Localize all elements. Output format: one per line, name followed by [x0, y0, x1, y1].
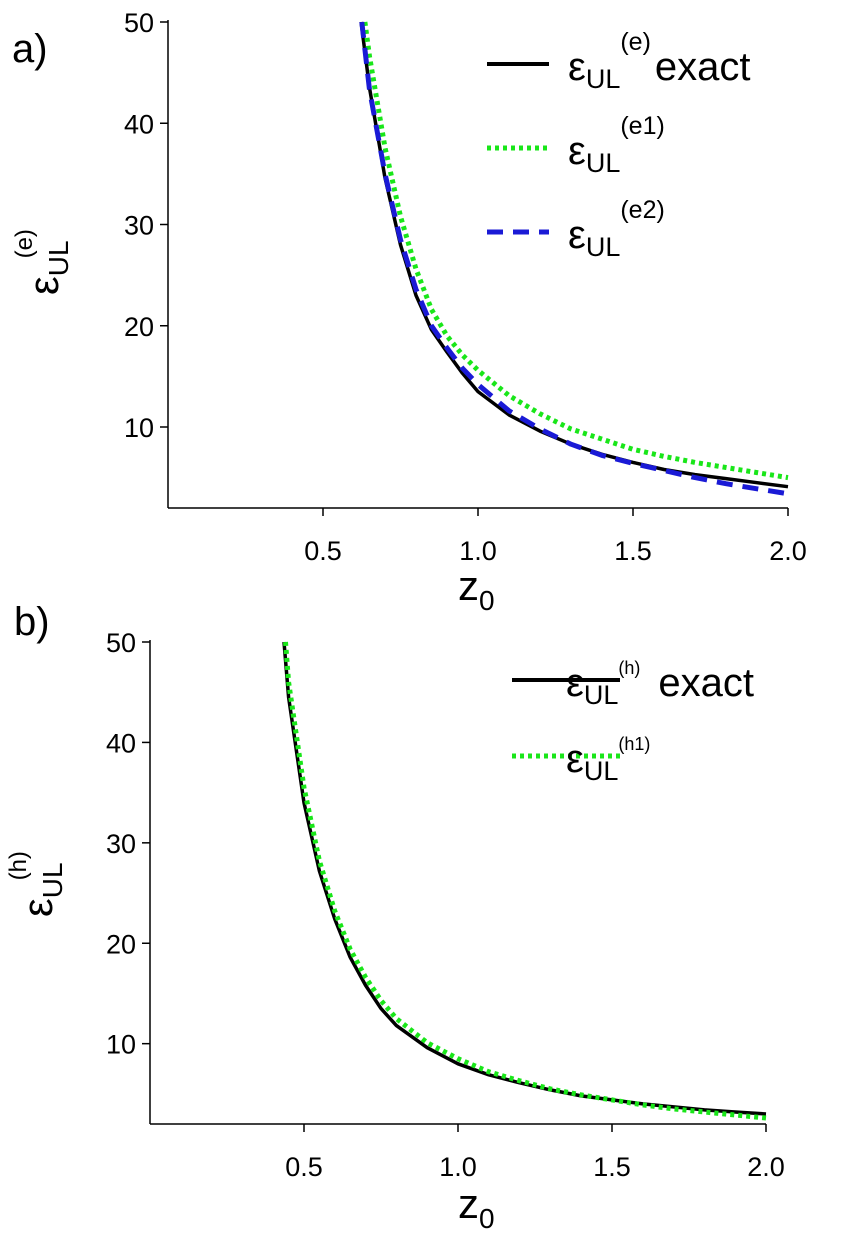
y-tick-label: 50: [124, 8, 154, 38]
y-axis-label-sup: (e): [11, 229, 38, 258]
y-tick-label: 10: [106, 1030, 136, 1060]
x-tick-label: 0.5: [304, 536, 342, 566]
legend-label: εUL(h1): [566, 734, 650, 786]
legend-symbol: ε: [566, 661, 584, 705]
x-tick-label: 1.5: [593, 1152, 631, 1182]
legend-sub: UL: [586, 232, 621, 262]
legend-extra: exact: [658, 661, 754, 705]
x-tick-label: 2.0: [769, 536, 807, 566]
series-line-solid: [359, 21, 789, 489]
y-axis-label: εUL(h): [5, 851, 68, 917]
y-tick-label: 20: [124, 312, 154, 342]
y-axis-label: εUL(e): [11, 229, 74, 295]
y-tick-label: 40: [124, 109, 154, 139]
x-tick-label: 1.0: [459, 536, 497, 566]
legend-sub: UL: [584, 756, 619, 786]
legend-extra: exact: [655, 45, 751, 89]
y-tick-label: 20: [106, 929, 136, 959]
y-axis-label-main: ε: [20, 276, 67, 295]
legend-sup: (e): [620, 28, 651, 56]
legend-sup: (h1): [618, 734, 650, 754]
y-tick-label: 10: [124, 413, 154, 443]
legend-sub: UL: [586, 148, 621, 178]
x-axis-label: z0: [458, 1180, 495, 1234]
x-tick-label: 1.5: [614, 536, 652, 566]
y-axis-label-main: ε: [14, 898, 61, 917]
legend-label: εUL(h) exact: [566, 658, 754, 710]
panel-label: a): [12, 27, 48, 71]
legend-sub: UL: [584, 680, 619, 710]
legend-label: εUL (e)exact: [568, 28, 751, 94]
panel-label: b): [14, 600, 50, 644]
x-axis-label-main: z: [458, 562, 479, 609]
y-tick-label: 30: [106, 829, 136, 859]
x-axis-label-sub: 0: [479, 585, 495, 616]
legend-symbol: ε: [566, 737, 584, 781]
y-axis-label-sup: (h): [5, 851, 32, 880]
legend-symbol: ε: [568, 129, 586, 173]
series-line-dotted: [283, 641, 767, 1121]
x-tick-label: 1.0: [439, 1152, 477, 1182]
legend-label: εUL (e2): [568, 196, 665, 262]
x-axis-label: z0: [458, 562, 495, 616]
series-line-dashed: [359, 21, 789, 497]
y-axis-label-sub: UL: [43, 240, 74, 276]
legend-symbol: ε: [568, 45, 586, 89]
legend-symbol: ε: [568, 213, 586, 257]
y-axis-label-sub: UL: [37, 862, 68, 898]
x-axis-label-sub: 0: [479, 1203, 495, 1234]
legend-label: εUL (e1): [568, 112, 665, 178]
x-tick-label: 2.0: [747, 1152, 785, 1182]
y-tick-label: 30: [124, 211, 154, 241]
legend-sub: UL: [586, 64, 621, 94]
x-tick-label: 0.5: [285, 1152, 323, 1182]
x-axis-label-main: z: [458, 1180, 479, 1227]
legend-sup: (h): [618, 658, 640, 678]
y-tick-label: 40: [106, 728, 136, 758]
legend-sup: (e2): [620, 196, 664, 224]
legend-sup: (e1): [620, 112, 664, 140]
y-tick-label: 50: [106, 628, 136, 658]
series-line-solid: [282, 641, 767, 1116]
